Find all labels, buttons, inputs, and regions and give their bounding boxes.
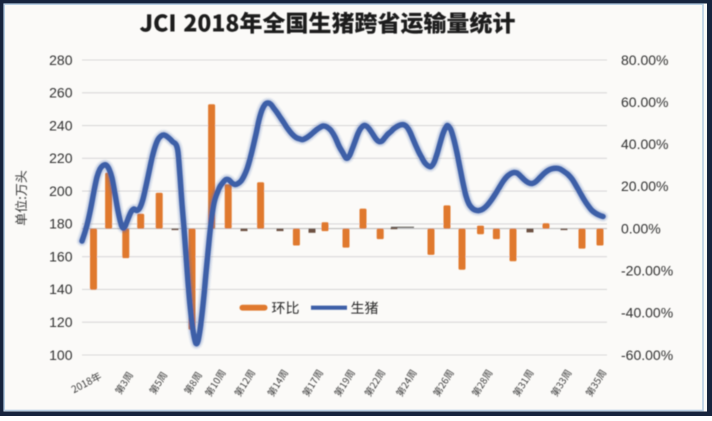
svg-text:40.00%: 40.00% [621, 136, 668, 152]
svg-text:100: 100 [49, 347, 73, 363]
svg-text:-60.00%: -60.00% [621, 347, 673, 363]
svg-text:140: 140 [49, 281, 73, 297]
svg-text:120: 120 [49, 314, 73, 330]
svg-text:-20.00%: -20.00% [621, 263, 673, 279]
svg-text:200: 200 [49, 183, 73, 199]
svg-text:0.00%: 0.00% [621, 220, 661, 236]
svg-text:260: 260 [49, 85, 73, 101]
svg-text:60.00%: 60.00% [621, 94, 668, 110]
svg-text:240: 240 [49, 117, 73, 133]
svg-text:-40.00%: -40.00% [621, 305, 673, 321]
svg-text:20.00%: 20.00% [621, 178, 668, 194]
svg-text:180: 180 [49, 216, 73, 232]
svg-text:80.00%: 80.00% [621, 52, 668, 68]
svg-text:280: 280 [49, 52, 73, 68]
svg-text:220: 220 [49, 150, 73, 166]
svg-text:160: 160 [49, 249, 73, 265]
